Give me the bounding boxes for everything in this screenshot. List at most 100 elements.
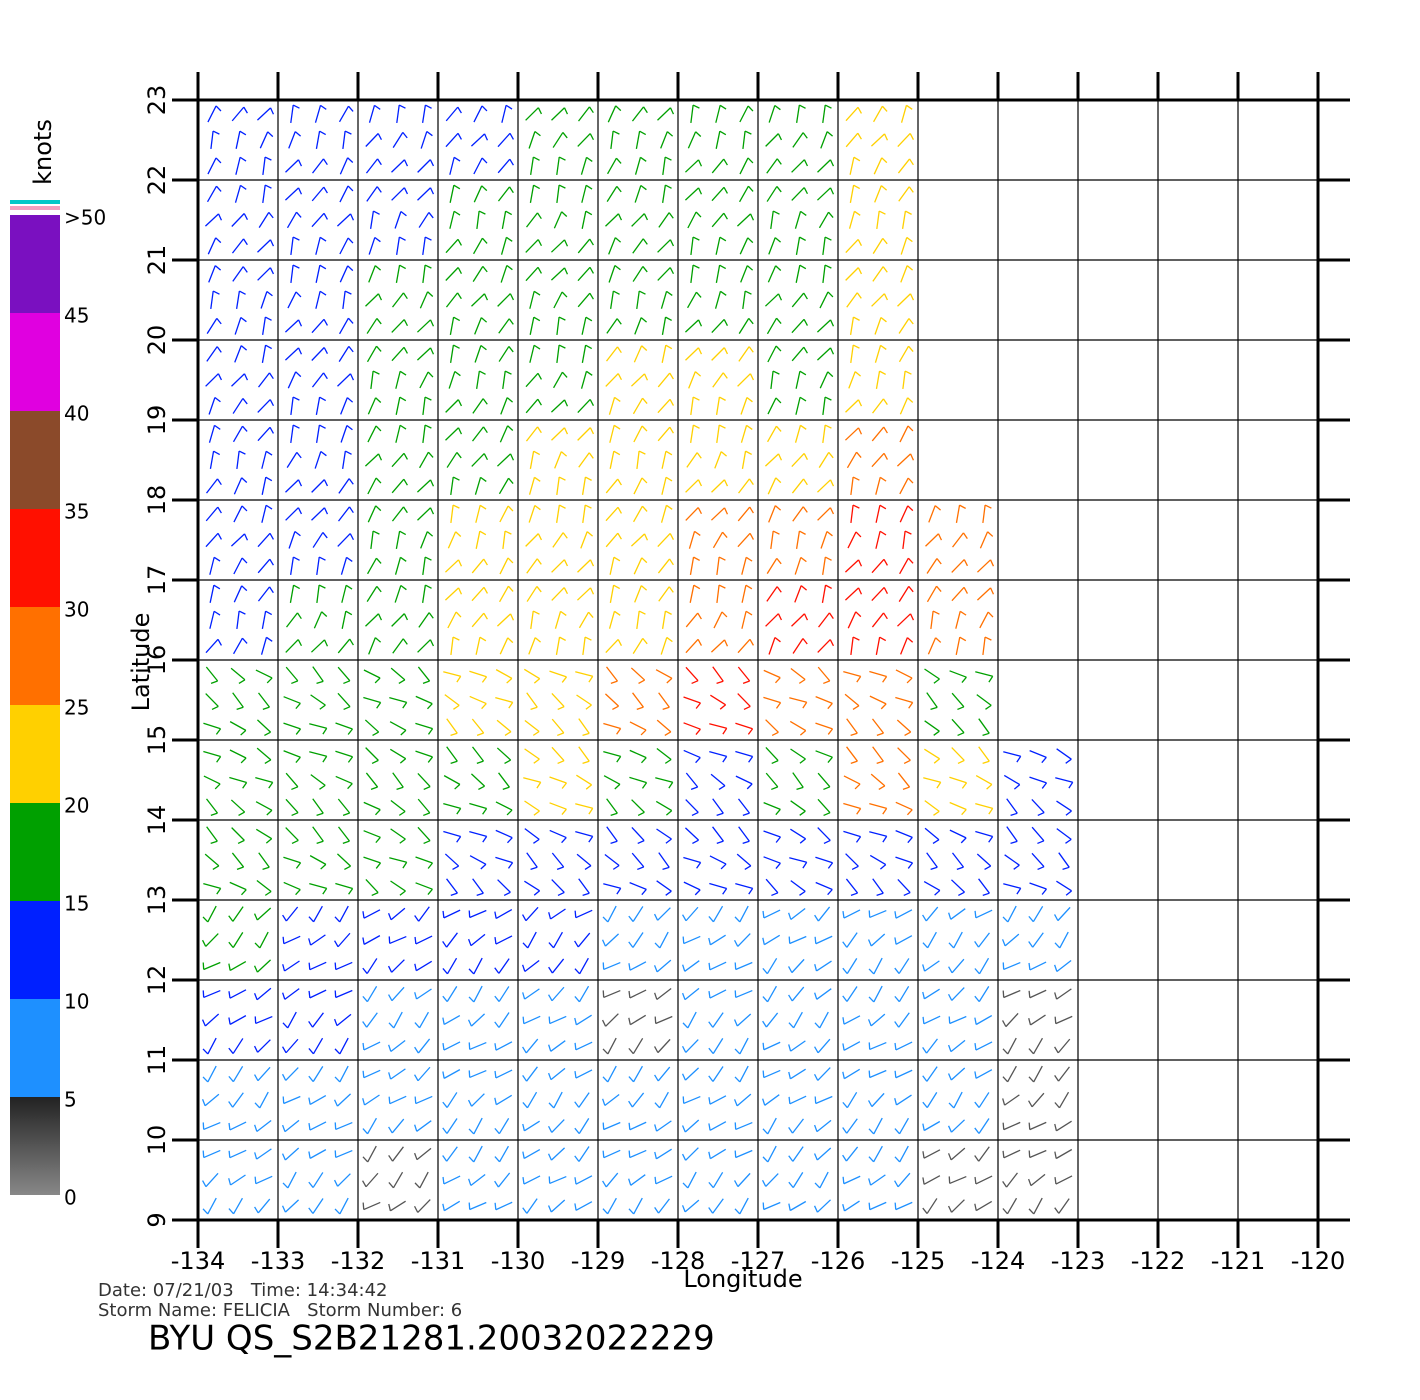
wind-barb xyxy=(711,479,725,493)
wind-barb xyxy=(1007,905,1017,923)
wind-barb-flag xyxy=(429,639,435,647)
wind-barb xyxy=(553,931,563,949)
wind-barb-flag xyxy=(266,809,273,816)
wind-barb xyxy=(315,237,321,255)
wind-barb-flag xyxy=(643,373,649,381)
wind-barb-flag xyxy=(615,105,622,112)
wind-barb-flag xyxy=(375,397,382,403)
wind-barb-flag xyxy=(1054,1123,1058,1131)
wind-barb-flag xyxy=(879,864,887,870)
wind-barb-flag xyxy=(666,504,673,510)
wind-barb xyxy=(577,133,591,147)
wind-barb xyxy=(661,345,667,363)
wind-barb xyxy=(928,505,936,523)
wind-barb-flag xyxy=(668,781,674,789)
wind-barb xyxy=(498,346,510,362)
wind-barb xyxy=(636,290,640,310)
wind-barb-flag xyxy=(959,636,967,642)
wind-barb xyxy=(607,1197,617,1215)
wind-barb-flag xyxy=(322,887,328,895)
wind-barb xyxy=(235,291,241,309)
wind-barb-flag xyxy=(974,995,980,1003)
wind-barb xyxy=(365,772,379,788)
wind-barb-flag xyxy=(548,1044,552,1052)
wind-barb xyxy=(789,1200,807,1212)
wind-barb xyxy=(895,669,913,679)
wind-barb-flag xyxy=(665,838,672,844)
wind-barb-flag xyxy=(718,424,726,429)
wind-barb-flag xyxy=(614,610,621,616)
plot-frame xyxy=(196,98,1320,1222)
wind-barb-flag xyxy=(1054,1207,1060,1214)
wind-barb xyxy=(817,639,831,653)
wind-barb-flag xyxy=(894,995,900,1003)
wind-barb xyxy=(605,478,619,494)
wind-barb xyxy=(871,612,885,628)
wind-barb-flag xyxy=(1065,810,1072,816)
wind-barb xyxy=(232,932,244,948)
wind-barb xyxy=(630,533,646,547)
wind-barb xyxy=(495,801,513,811)
wind-barb-flag xyxy=(479,636,487,642)
wind-barb-flag xyxy=(788,1181,794,1189)
wind-barb-flag xyxy=(930,706,938,710)
wind-barb-flag xyxy=(922,1016,925,1024)
wind-barb xyxy=(285,798,299,814)
wind-barb xyxy=(395,371,401,389)
wind-barb xyxy=(284,1199,300,1213)
wind-barb xyxy=(923,1149,941,1159)
wind-barb-flag xyxy=(215,728,222,735)
wind-barb-flag xyxy=(881,105,888,112)
wind-barb xyxy=(231,106,245,122)
wind-barb xyxy=(342,451,346,469)
wind-barb-flag xyxy=(894,1202,897,1210)
wind-barb xyxy=(209,557,215,575)
wind-barb-flag xyxy=(210,680,218,685)
wind-barb xyxy=(283,1095,301,1105)
wind-barb-flag xyxy=(799,530,806,535)
wind-barb xyxy=(311,479,325,493)
wind-barb xyxy=(846,451,858,469)
wind-barb-flag xyxy=(455,611,462,618)
wind-barb-flag xyxy=(333,1179,339,1187)
wind-barb-flag xyxy=(375,862,382,869)
wind-barb-flag xyxy=(264,890,272,896)
wind-barb xyxy=(845,132,859,148)
wind-barb-flag xyxy=(602,1180,607,1188)
wind-barb xyxy=(443,909,461,919)
colorbar-segment xyxy=(10,509,60,607)
wind-barb-flag xyxy=(348,888,354,895)
wind-barb-flag xyxy=(574,940,579,948)
wind-barb-flag xyxy=(558,156,566,161)
wind-barb-flag xyxy=(851,865,859,871)
wind-barb-flag xyxy=(429,319,435,327)
wind-barb xyxy=(502,370,506,390)
wind-barb-flag xyxy=(1013,864,1020,870)
wind-barb-flag xyxy=(908,585,914,593)
wind-barb-flag xyxy=(265,316,272,321)
wind-barb xyxy=(633,1065,643,1083)
wind-barb xyxy=(418,906,430,922)
wind-barb-flag xyxy=(827,889,833,896)
wind-barb xyxy=(791,613,805,627)
wind-barb-flag xyxy=(507,505,514,512)
wind-barb xyxy=(392,638,404,654)
wind-barb-flag xyxy=(883,426,888,434)
wind-barb xyxy=(629,776,647,784)
wind-barb-flag xyxy=(586,370,593,376)
wind-barb xyxy=(740,265,748,283)
wind-barb-flag xyxy=(879,504,887,510)
wind-barb-flag xyxy=(295,291,302,298)
wind-barb xyxy=(417,772,431,788)
wind-barb-flag xyxy=(984,636,992,641)
wind-barb xyxy=(498,958,510,974)
y-tick-label: 14 xyxy=(143,805,171,836)
wind-barb-flag xyxy=(574,1155,580,1162)
wind-barb-flag xyxy=(853,156,861,162)
wind-barb xyxy=(794,425,802,443)
wind-barb xyxy=(926,1038,938,1054)
wind-barb-flag xyxy=(522,992,526,1000)
wind-barb-flag xyxy=(636,706,644,710)
wind-barb-flag xyxy=(936,781,942,789)
wind-barb-flag xyxy=(377,293,383,301)
